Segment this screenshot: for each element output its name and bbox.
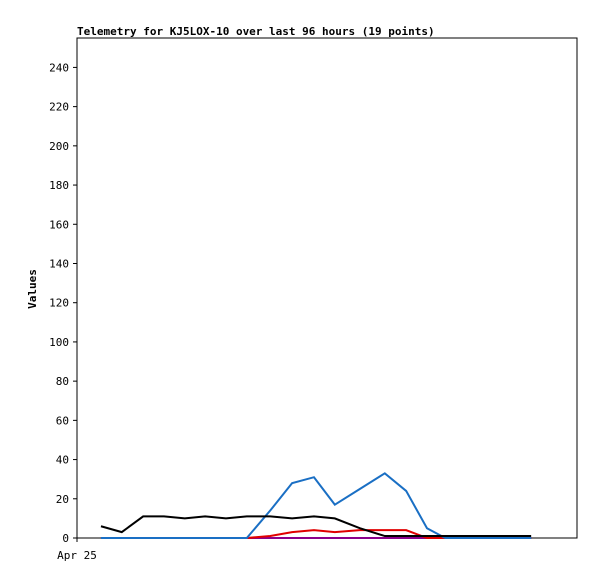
y-axis-label: Values	[26, 269, 39, 309]
y-tick-label: 140	[49, 257, 69, 270]
series-line	[100, 472, 532, 539]
y-tick-label: 180	[49, 179, 69, 192]
y-tick-label: 0	[62, 532, 69, 545]
y-tick-label: 220	[49, 101, 69, 114]
y-tick-label: 160	[49, 218, 69, 231]
y-tick-label: 20	[56, 493, 69, 506]
y-tick-label: 60	[56, 414, 69, 427]
y-tick-label: 40	[56, 454, 69, 467]
plot-frame	[76, 37, 578, 539]
y-tick-label: 100	[49, 336, 69, 349]
y-tick-label: 240	[49, 61, 69, 74]
series-line	[100, 515, 532, 538]
y-tick-label: 120	[49, 297, 69, 310]
chart-title: Telemetry for KJ5LOX-10 over last 96 hou…	[77, 25, 435, 38]
y-tick-label: 80	[56, 375, 69, 388]
x-tick-label: Apr 25	[57, 549, 97, 562]
y-tick-label: 200	[49, 140, 69, 153]
